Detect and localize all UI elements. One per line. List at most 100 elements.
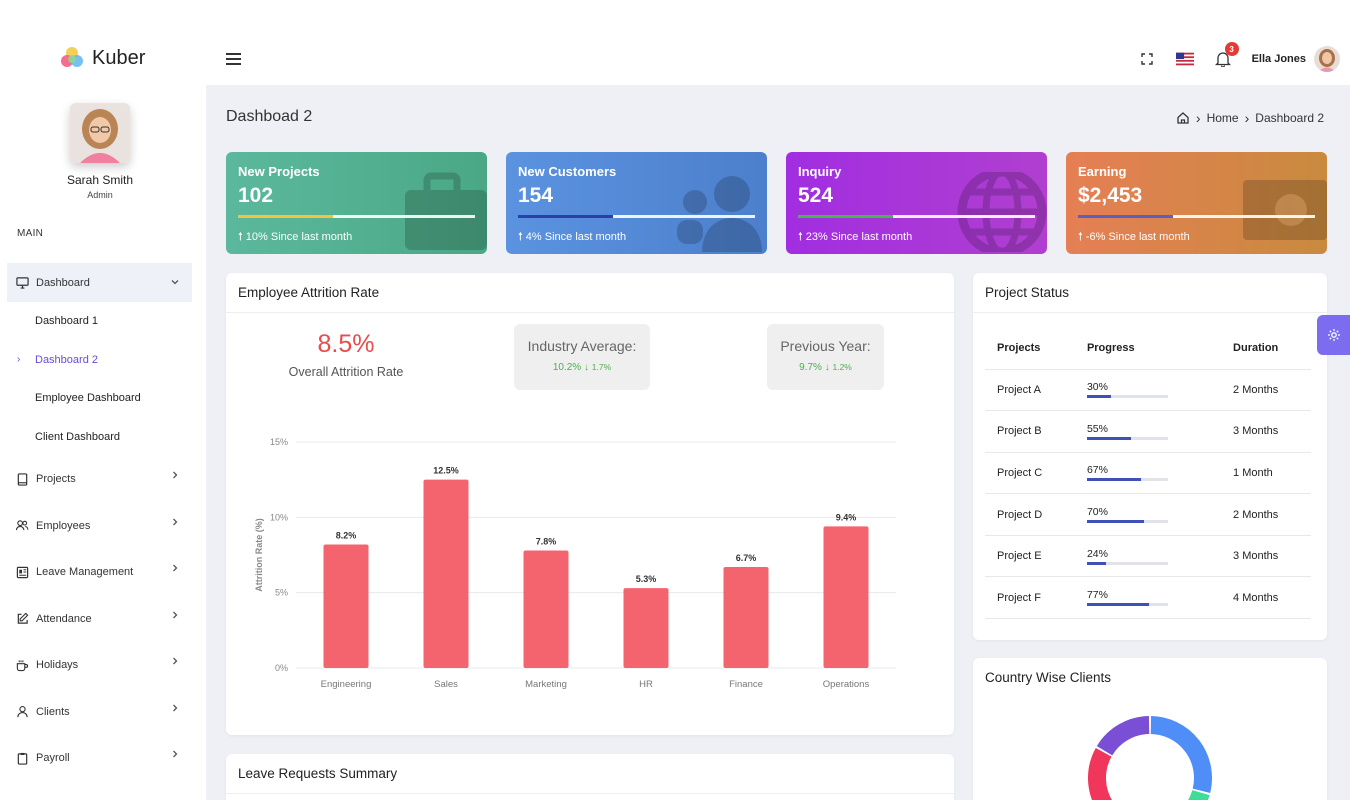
arrow-up-icon: 🠕 xyxy=(238,231,243,243)
stat-progress-fill xyxy=(798,215,893,218)
progress-track xyxy=(1086,395,1168,399)
bar xyxy=(623,588,669,668)
donut-segment[interactable] xyxy=(1150,716,1212,793)
project-duration: 3 Months xyxy=(1221,535,1311,578)
sidebar-item-label: Holidays xyxy=(36,659,79,672)
sidebar-item-dashboard[interactable]: Dashboard xyxy=(7,263,192,302)
stat-progress-fill xyxy=(1078,215,1173,218)
progress-fill xyxy=(1086,395,1112,399)
sidebar-subitem-client-dashboard[interactable]: Client Dashboard xyxy=(7,418,192,457)
x-tick-label: Sales xyxy=(434,679,458,690)
sidebar-item-attendance[interactable]: Attendance xyxy=(7,596,192,643)
sidebar-item-label: Leave Management xyxy=(36,566,134,579)
stat-footer: 🠕 -6% Since last month xyxy=(1078,228,1190,247)
sidebar-item-payroll[interactable]: Payroll xyxy=(7,735,192,782)
arrow-down-icon: ↓ xyxy=(583,362,589,373)
users-icon xyxy=(15,519,29,533)
project-name: Project E xyxy=(985,535,1075,578)
stat-footer: 🠕 4% Since last month xyxy=(518,228,626,247)
sidebar-item-label: Dashboard xyxy=(36,276,90,289)
users-icon xyxy=(677,176,762,252)
column-header: Projects xyxy=(985,328,1075,370)
chevron-right-icon xyxy=(173,611,178,618)
progress-fill xyxy=(1086,436,1132,440)
column-header: Progress xyxy=(1074,328,1222,370)
sidebar-item-label: Employees xyxy=(36,519,91,532)
progress-label: 67% xyxy=(1086,464,1108,477)
stat-card-new-projects[interactable]: New Projects 102 🠕 10% Since last month xyxy=(226,152,487,254)
sidebar-subitem-dashboard-1[interactable]: Dashboard 1 xyxy=(7,302,192,341)
previous-year-value: 9.7% xyxy=(799,362,822,373)
progress-fill xyxy=(1086,478,1142,482)
breadcrumb-separator-icon: › xyxy=(1195,110,1201,126)
app-name: Kuber xyxy=(92,46,146,69)
us-flag-icon[interactable] xyxy=(1175,50,1194,68)
page-title: Dashboad 2 xyxy=(226,108,313,125)
profile-role: Admin xyxy=(87,190,113,200)
y-tick-label: 0% xyxy=(275,663,288,673)
donut-segment[interactable] xyxy=(1088,747,1154,800)
table-row[interactable]: Project B 55% 3 Months xyxy=(985,410,1311,453)
sidebar-subitem-employee-dashboard[interactable]: Employee Dashboard xyxy=(7,379,192,418)
project-name: Project B xyxy=(985,410,1075,453)
gear-icon xyxy=(1327,329,1340,341)
bar xyxy=(423,479,469,668)
stat-card-inquiry[interactable]: Inquiry 524 🠕 23% Since last month xyxy=(786,152,1047,254)
project-progress: 24% xyxy=(1074,535,1222,578)
header-avatar[interactable] xyxy=(1314,46,1340,72)
stat-progress-fill xyxy=(238,215,333,218)
overall-attrition-value: 8.5% xyxy=(317,330,375,358)
fullscreen-icon[interactable] xyxy=(1138,50,1156,68)
header-user-name[interactable]: Ella Jones xyxy=(1251,53,1306,65)
stat-card-earning[interactable]: Earning $2,453 🠕 -6% Since last month xyxy=(1066,152,1327,254)
panel-title: Employee Attrition Rate xyxy=(226,273,954,313)
stat-progress xyxy=(518,215,755,218)
table-row[interactable]: Project A 30% 2 Months xyxy=(985,369,1311,412)
stat-title: New Customers xyxy=(518,164,617,179)
industry-average-values: 10.2% ↓ 1.7% xyxy=(514,362,650,373)
sidebar-item-projects[interactable]: Projects xyxy=(7,456,192,503)
home-icon[interactable] xyxy=(1176,111,1190,125)
top-header: 3 Ella Jones xyxy=(206,33,1350,85)
profile-avatar[interactable] xyxy=(70,103,130,163)
stat-value: 102 xyxy=(238,184,274,207)
progress-label: 30% xyxy=(1086,381,1108,394)
table-row[interactable]: Project D 70% 2 Months xyxy=(985,493,1311,536)
stat-card-new-customers[interactable]: New Customers 154 🠕 4% Since last month xyxy=(506,152,767,254)
progress-track xyxy=(1086,603,1168,607)
sidebar-item-clients[interactable]: Clients xyxy=(7,689,192,736)
progress-label: 70% xyxy=(1086,506,1108,519)
y-tick-label: 5% xyxy=(275,588,288,598)
breadcrumb-home[interactable]: Home xyxy=(1206,111,1239,125)
notification-badge: 3 xyxy=(1224,42,1239,56)
sidebar-menu: Dashboard Dashboard 1 › Dashboard 2 Emplo… xyxy=(7,263,192,782)
sidebar-item-leave-management[interactable]: Leave Management xyxy=(7,549,192,596)
stat-footer-text: -6% Since last month xyxy=(1085,231,1190,243)
sidebar-item-holidays[interactable]: Holidays xyxy=(7,642,192,689)
donut-segment[interactable] xyxy=(1156,789,1210,800)
progress-label: 77% xyxy=(1086,589,1108,602)
sidebar-item-employees[interactable]: Employees xyxy=(7,503,192,550)
table-row[interactable]: Project C 67% 1 Month xyxy=(985,452,1311,495)
progress-track xyxy=(1086,520,1168,524)
notification-bell-icon[interactable]: 3 xyxy=(1214,42,1239,68)
column-header: Duration xyxy=(1221,328,1311,370)
table-row[interactable]: Project F 77% 4 Months xyxy=(985,576,1311,620)
progress-fill xyxy=(1086,603,1150,607)
menu-toggle-icon[interactable] xyxy=(226,53,241,65)
project-duration: 4 Months xyxy=(1221,576,1311,620)
user-profile: Sarah Smith Admin xyxy=(0,103,200,200)
stat-value: $2,453 xyxy=(1078,184,1143,207)
app-logo[interactable]: Kuber xyxy=(60,46,145,70)
project-name: Project F xyxy=(985,576,1075,620)
bar-value-label: 9.4% xyxy=(836,512,857,522)
chevron-down-icon xyxy=(171,280,179,285)
project-status-table: Projects Progress Duration Project A 30% 2… xyxy=(985,328,1311,620)
sidebar-subitem-label: Dashboard 2 xyxy=(35,353,98,366)
settings-gear-button[interactable] xyxy=(1317,315,1350,355)
table-row[interactable]: Project E 24% 3 Months xyxy=(985,535,1311,578)
donut-segment[interactable] xyxy=(1096,716,1150,756)
industry-average-delta: 1.7% xyxy=(591,362,612,372)
sidebar-subitem-dashboard-2[interactable]: › Dashboard 2 xyxy=(7,341,192,380)
panel-title: Project Status xyxy=(973,273,1327,313)
